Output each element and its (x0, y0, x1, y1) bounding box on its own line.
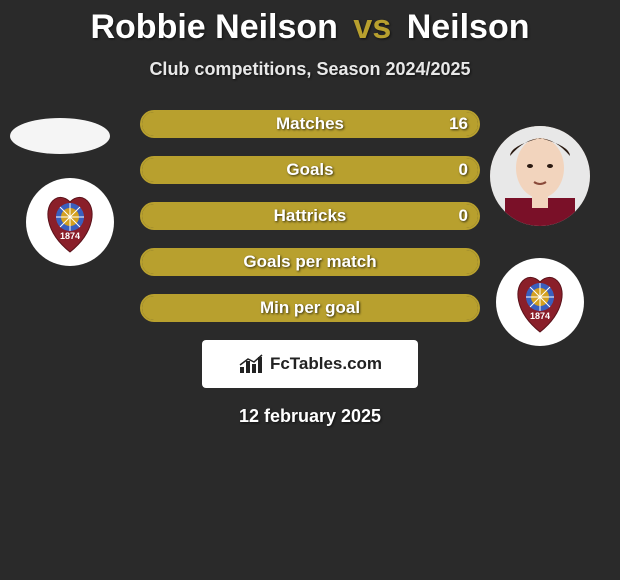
svg-text:1874: 1874 (530, 311, 550, 321)
fctables-logo: FcTables.com (202, 340, 418, 388)
stat-row-hattricks: Hattricks 0 (140, 202, 480, 230)
player1-name: Robbie Neilson (90, 8, 337, 46)
player2-name: Neilson (407, 8, 530, 46)
player2-club-crest: 1874 (496, 258, 584, 346)
stat-row-min-per-goal: Min per goal (140, 294, 480, 322)
subtitle: Club competitions, Season 2024/2025 (0, 59, 620, 80)
stat-label: Matches (276, 114, 344, 134)
player1-photo (10, 118, 110, 154)
stat-row-matches: Matches 16 (140, 110, 480, 138)
bar-chart-icon (238, 353, 264, 375)
stat-label: Min per goal (260, 298, 360, 318)
stat-row-goals-per-match: Goals per match (140, 248, 480, 276)
stat-row-goals: Goals 0 (140, 156, 480, 184)
logo-text: FcTables.com (270, 354, 382, 374)
stat-right-value: 0 (459, 160, 468, 180)
player2-photo (490, 126, 590, 226)
stat-right-value: 16 (449, 114, 468, 134)
vs-text: vs (353, 8, 391, 46)
date: 12 february 2025 (0, 406, 620, 427)
stat-label: Hattricks (274, 206, 347, 226)
comparison-title: Robbie Neilson vs Neilson (0, 8, 620, 47)
stat-label: Goals (286, 160, 333, 180)
svg-text:1874: 1874 (60, 231, 80, 241)
stat-label: Goals per match (243, 252, 376, 272)
player1-club-crest: 1874 (26, 178, 114, 266)
stat-right-value: 0 (459, 206, 468, 226)
